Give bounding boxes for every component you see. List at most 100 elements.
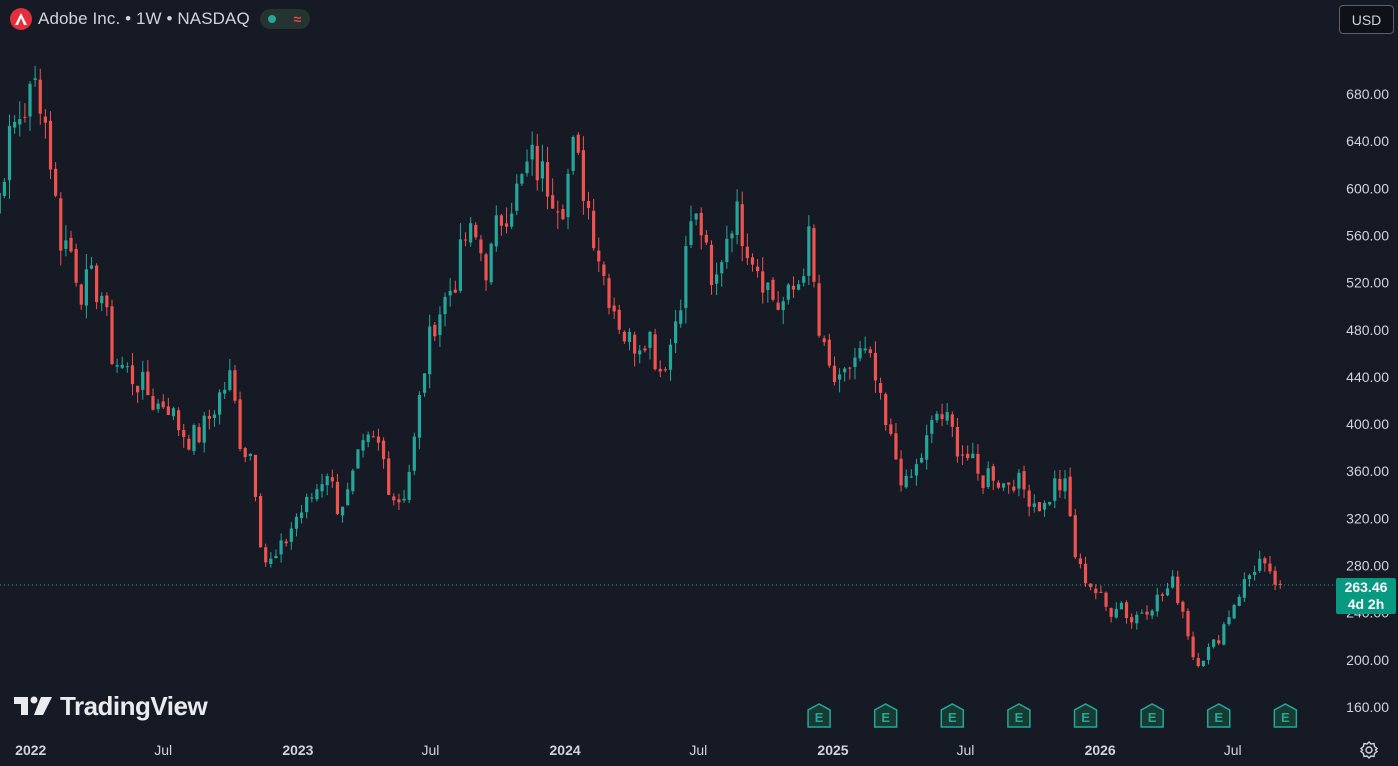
candle-body: [1248, 575, 1251, 579]
market-status-pill[interactable]: ≈: [260, 9, 310, 29]
candle-body: [1227, 617, 1230, 624]
candle-body: [925, 435, 928, 459]
candle-body: [361, 440, 364, 450]
tradingview-brand[interactable]: TradingView: [14, 690, 207, 722]
candle-body: [331, 477, 334, 481]
candle-body: [956, 427, 959, 456]
candle-body: [1058, 479, 1061, 490]
earnings-icon[interactable]: E: [1008, 704, 1030, 727]
candle-body: [1238, 597, 1241, 606]
candle-body: [233, 370, 236, 400]
candle-body: [228, 370, 231, 390]
candle-body: [146, 372, 149, 396]
candle-body: [392, 496, 395, 500]
candle-body: [946, 412, 949, 421]
currency-button[interactable]: USD: [1339, 5, 1394, 34]
candle-body: [1156, 595, 1159, 612]
candle-body: [695, 214, 698, 220]
x-tick-label: 2022: [15, 742, 46, 758]
candle-body: [884, 394, 887, 425]
candle-body: [1074, 515, 1077, 557]
candle-body: [771, 280, 774, 300]
candle-body: [285, 541, 288, 543]
candle-body: [874, 353, 877, 381]
candle-body: [1048, 502, 1051, 505]
candle-body: [244, 448, 247, 457]
candle-body: [889, 424, 892, 434]
candle-body: [935, 414, 938, 420]
candle-body: [853, 358, 856, 367]
candle-body: [838, 374, 841, 379]
candle-body: [782, 301, 785, 310]
candle-body: [899, 459, 902, 486]
candle-body: [546, 162, 549, 196]
candle-body: [259, 496, 262, 547]
last-price-badge: 263.46 4d 2h: [1336, 578, 1396, 614]
earnings-icon[interactable]: E: [808, 704, 830, 727]
earnings-icon[interactable]: E: [941, 704, 963, 727]
candle-body: [264, 547, 267, 562]
candle-body: [597, 251, 600, 262]
candle-body: [1007, 483, 1010, 485]
candle-body: [894, 433, 897, 459]
candle-body: [8, 126, 11, 180]
y-tick-label: 440.00: [1346, 369, 1389, 385]
candle-body: [1115, 609, 1118, 618]
candle-body: [833, 366, 836, 382]
candle-body: [669, 345, 672, 370]
candle-body: [1094, 589, 1097, 593]
candle-body: [192, 425, 195, 451]
candle-body: [490, 244, 493, 283]
candle-body: [157, 404, 160, 409]
candle-body: [0, 193, 1, 214]
delay-icon: ≈: [294, 11, 302, 27]
candle-body: [172, 408, 175, 416]
candle-body: [1217, 640, 1220, 643]
candle-body: [443, 297, 446, 314]
candle-body: [730, 234, 733, 239]
candle-body: [126, 366, 129, 367]
candle-body: [1130, 617, 1133, 622]
y-tick-label: 520.00: [1346, 275, 1389, 291]
x-tick-label: 2026: [1085, 742, 1116, 758]
candle-body: [1233, 605, 1236, 618]
candle-body: [208, 416, 211, 419]
candle-body: [761, 271, 764, 292]
candle-body: [408, 472, 411, 500]
bar-countdown: 4d 2h: [1336, 596, 1396, 613]
candle-body: [623, 332, 626, 342]
earnings-icon[interactable]: E: [1208, 704, 1230, 727]
candle-body: [1022, 471, 1025, 489]
candle-body: [197, 427, 200, 442]
candle-body: [802, 276, 805, 283]
candle-body: [710, 245, 713, 285]
candle-body: [628, 332, 631, 342]
earnings-icon[interactable]: E: [1075, 704, 1097, 727]
candle-body: [1043, 503, 1046, 510]
settings-icon[interactable]: [1358, 739, 1380, 761]
candle-body: [1253, 572, 1256, 575]
candle-body: [218, 392, 221, 414]
candle-body: [44, 117, 47, 123]
earnings-icon[interactable]: E: [875, 704, 897, 727]
earnings-icon[interactable]: E: [1141, 704, 1163, 727]
candle-body: [182, 430, 185, 437]
candle-body: [356, 449, 359, 468]
candle-body: [664, 369, 667, 370]
candle-body: [566, 174, 569, 217]
earnings-label: E: [948, 710, 957, 725]
candle-body: [633, 335, 636, 354]
candle-body: [541, 161, 544, 178]
candle-body: [572, 137, 575, 171]
candle-body: [397, 499, 400, 502]
candle-body: [95, 266, 98, 303]
candle-body: [449, 291, 452, 296]
symbol-header[interactable]: Adobe Inc. • 1W • NASDAQ ≈: [10, 8, 310, 30]
earnings-icon[interactable]: E: [1274, 704, 1296, 727]
candle-body: [213, 414, 216, 418]
y-tick-label: 640.00: [1346, 133, 1389, 149]
candle-body: [1151, 611, 1154, 616]
candle-body: [1212, 639, 1215, 646]
candle-body: [966, 454, 969, 458]
